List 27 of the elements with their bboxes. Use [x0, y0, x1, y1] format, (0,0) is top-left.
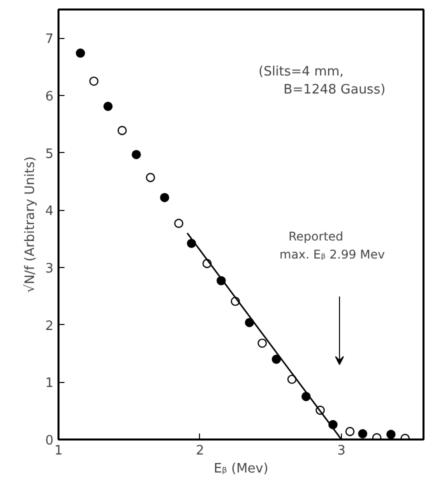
point: [160, 192, 170, 202]
point: [118, 126, 127, 136]
point: [103, 102, 113, 111]
point: [89, 76, 98, 86]
point: [258, 338, 267, 348]
point: [132, 150, 141, 160]
y-tick-label: 2: [45, 318, 54, 334]
point: [386, 430, 396, 439]
y-tick-label: 0: [45, 434, 54, 448]
point: [76, 48, 86, 58]
point: [358, 429, 368, 438]
x-tick-label: 2: [196, 444, 204, 458]
annotation: Reported max. Eᵦ 2.99 Mev: [280, 230, 385, 262]
y-tick-label: 5: [45, 146, 54, 162]
y-tick-label: 7: [45, 32, 54, 48]
point: [174, 218, 184, 228]
x-tick-label: 3: [337, 444, 346, 458]
point: [146, 172, 156, 182]
y-tick-label: 1: [45, 376, 54, 392]
y-tick-label: 6: [45, 90, 54, 104]
x-axis-title: Eᵦ (Mev): [214, 462, 268, 476]
annotation: (Slits=4 mm, B=1248 Gauss): [258, 64, 386, 98]
y-axis-title: √N/f (Arbitrary Units): [23, 156, 38, 293]
y-tick-label: 4: [45, 204, 54, 220]
y-tick-label: 3: [45, 262, 54, 276]
point: [272, 354, 281, 364]
point: [345, 426, 355, 436]
